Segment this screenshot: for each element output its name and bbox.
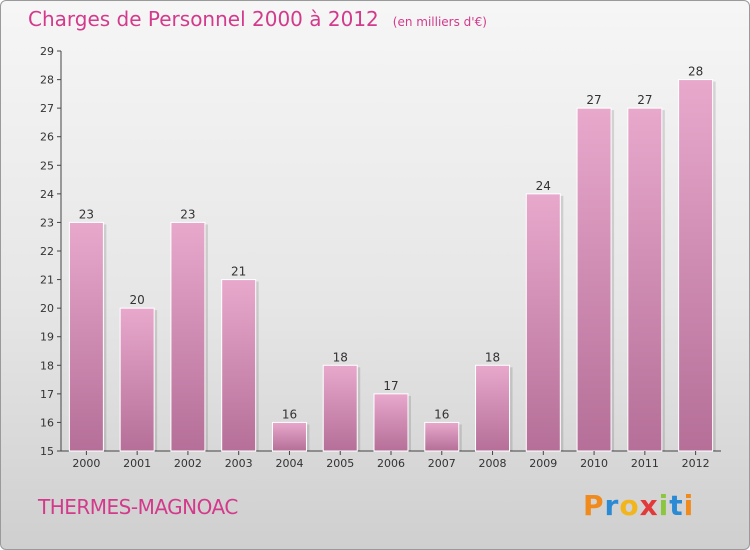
x-tick-label: 2005: [326, 457, 354, 470]
y-tick-label: 20: [40, 302, 54, 315]
y-tick-label: 29: [40, 45, 54, 58]
bar: [576, 107, 612, 452]
bar-value-label: 16: [434, 407, 449, 421]
y-tick-label: 22: [40, 245, 54, 258]
y-tick-label: 27: [40, 102, 54, 115]
chart-subtitle: (en milliers d'€): [392, 15, 487, 29]
bar-value-label: 23: [79, 207, 94, 221]
place-name: THERMES-MAGNOAC: [38, 495, 238, 519]
logo-letter: i: [658, 489, 670, 522]
y-tick-label: 26: [40, 131, 54, 144]
y-tick-label: 21: [40, 274, 54, 287]
y-tick-label: 18: [40, 359, 54, 372]
bar: [170, 221, 206, 452]
x-tick-label: 2007: [428, 457, 456, 470]
bar: [627, 107, 663, 452]
x-tick-label: 2010: [580, 457, 608, 470]
y-tick-label: 28: [40, 74, 54, 87]
bar: [322, 364, 358, 452]
chart-title-text: Charges de Personnel 2000 à 2012: [28, 7, 379, 31]
bar: [68, 221, 104, 452]
bar-value-label: 18: [485, 350, 500, 364]
y-tick-label: 16: [40, 416, 54, 429]
chart-title: Charges de Personnel 2000 à 2012 (en mill…: [28, 7, 487, 31]
bar-value-label: 21: [231, 265, 246, 279]
x-tick-label: 2009: [529, 457, 557, 470]
bar-value-label: 16: [282, 407, 297, 421]
logo-letter: t: [669, 489, 684, 522]
bar-value-label: 18: [333, 350, 348, 364]
logo-letter: P: [583, 489, 605, 522]
x-tick-label: 2012: [682, 457, 710, 470]
bar-value-label: 17: [383, 379, 398, 393]
logo-letter: o: [619, 489, 640, 522]
y-tick-label: 17: [40, 388, 54, 401]
y-tick-label: 23: [40, 216, 54, 229]
bar: [525, 193, 561, 452]
bar-value-label: 27: [637, 93, 652, 107]
bar: [221, 279, 257, 452]
x-tick-label: 2002: [174, 457, 202, 470]
proxiti-logo: Proxiti: [583, 489, 694, 522]
bar: [271, 421, 307, 452]
x-tick-label: 2004: [275, 457, 303, 470]
x-tick-label: 2008: [479, 457, 507, 470]
logo-letter: x: [639, 489, 659, 522]
bar-value-label: 24: [536, 179, 551, 193]
bar: [424, 421, 460, 452]
y-tick-label: 25: [40, 159, 54, 172]
bar-value-label: 20: [130, 293, 145, 307]
bar: [678, 79, 714, 452]
y-tick-label: 24: [40, 188, 54, 201]
y-tick-label: 19: [40, 331, 54, 344]
logo-letter: r: [604, 489, 620, 522]
logo-letter: i: [683, 489, 695, 522]
x-tick-label: 2000: [72, 457, 100, 470]
bar-value-label: 28: [688, 65, 703, 79]
y-tick-label: 15: [40, 445, 54, 458]
bar: [373, 393, 409, 452]
bar-value-label: 27: [586, 93, 601, 107]
x-tick-label: 2003: [225, 457, 253, 470]
bar-value-label: 23: [180, 207, 195, 221]
bar: [475, 364, 511, 452]
x-tick-label: 2011: [631, 457, 659, 470]
bar: [119, 307, 155, 452]
x-tick-label: 2001: [123, 457, 151, 470]
x-tick-label: 2006: [377, 457, 405, 470]
